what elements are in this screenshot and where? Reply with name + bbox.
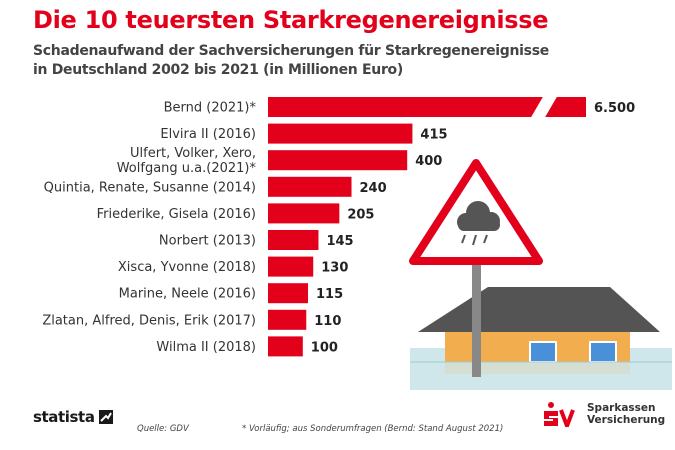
category-label-7: Marine, Neele (2016): [119, 287, 256, 302]
statista-logo[interactable]: statista: [33, 408, 113, 426]
chart-title: Die 10 teuersten Starkregenereignisse: [33, 6, 549, 34]
bar-9: [268, 336, 303, 357]
value-label-3: 240: [360, 181, 387, 196]
value-label-5: 145: [326, 234, 353, 249]
category-label-6: Xisca, Yvonne (2018): [118, 260, 256, 275]
value-label-6: 130: [321, 261, 348, 276]
category-label-8: Zlatan, Alfred, Denis, Erik (2017): [42, 313, 256, 328]
value-label-0: 6.500: [594, 101, 635, 116]
axis-break: [530, 95, 558, 119]
subtitle-line-1: Schadenaufwand der Sachversicherungen fü…: [33, 43, 549, 59]
bar-6: [268, 256, 314, 277]
statista-logo-icon: [98, 410, 113, 424]
sparkassen-logo[interactable]: Sparkassen Versicherung: [540, 401, 665, 427]
bar-2: [268, 150, 408, 171]
footnote-text: * Vorläufig; aus Sonderumfragen (Bernd: …: [242, 424, 504, 434]
bar-0: [268, 97, 586, 117]
source-text: Quelle: GDV: [137, 424, 189, 434]
brand-line-1: Sparkassen: [587, 402, 656, 414]
value-label-7: 115: [316, 287, 343, 302]
bars-layer: Bernd (2021)* 6.500 Elvira II (2016) 415 Ulf…: [42, 95, 635, 357]
bar-1: [268, 123, 413, 144]
house-icon: [418, 287, 660, 374]
brand-line-2: Versicherung: [587, 414, 666, 426]
chart-subtitle: Schadenaufwand der Sachversicherungen fü…: [33, 42, 633, 80]
category-label-9: Wilma II (2018): [156, 340, 256, 355]
category-label-2: Ulfert, Volker, Xero, Wolfgang u.a.(2021)…: [117, 146, 257, 176]
value-label-8: 110: [314, 314, 341, 329]
value-label-1: 415: [420, 128, 447, 143]
bar-4: [268, 203, 340, 224]
rain-cloud-icon: [457, 201, 500, 246]
category-label-3: Quintia, Renate, Susanne (2014): [44, 180, 256, 195]
flood-water-front: [410, 362, 672, 390]
statista-label: statista: [33, 408, 95, 426]
sign-pole: [472, 252, 481, 377]
bar-5: [268, 230, 319, 250]
category-label-1: Elvira II (2016): [160, 127, 256, 142]
category-label-0: Bernd (2021)*: [164, 101, 257, 116]
flood-illustration: [409, 159, 672, 390]
bar-8: [268, 309, 307, 330]
subtitle-line-2: in Deutschland 2002 bis 2021 (in Million…: [33, 62, 403, 78]
bar-7: [268, 283, 309, 304]
sparkassen-s-logo-icon: [544, 402, 575, 427]
category-label-4: Friederike, Gisela (2016): [97, 207, 256, 222]
value-label-9: 100: [311, 340, 338, 355]
category-label-5: Norbert (2013): [159, 234, 256, 249]
bar-3: [268, 176, 352, 197]
value-label-4: 205: [347, 207, 374, 222]
value-label-2: 400: [415, 154, 442, 169]
